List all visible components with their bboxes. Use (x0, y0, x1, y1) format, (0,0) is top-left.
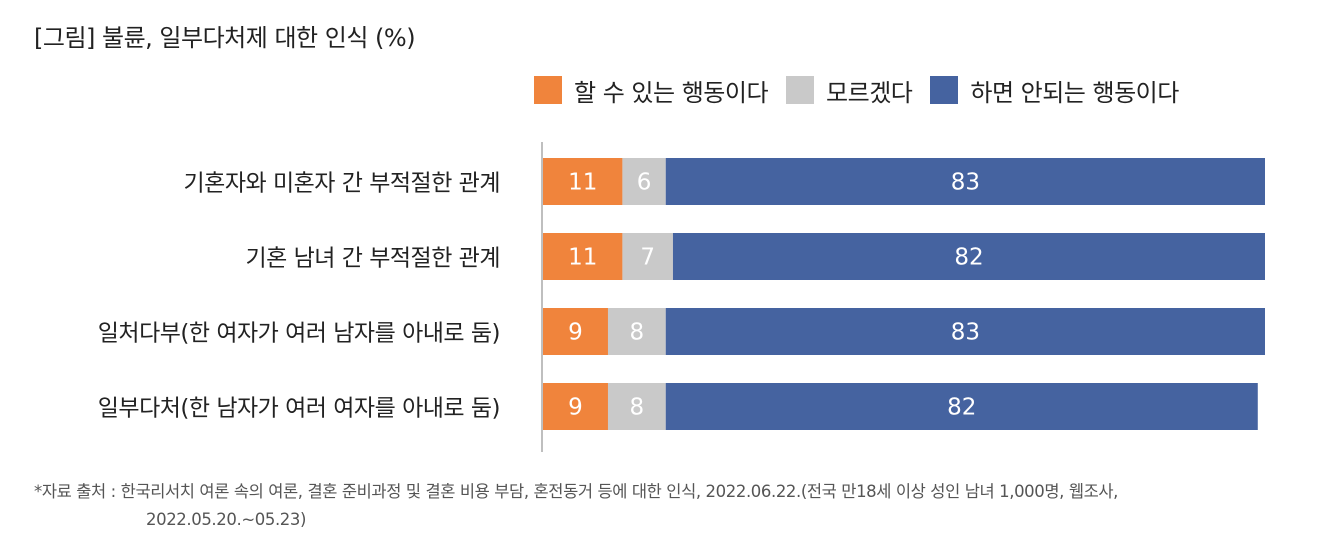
data-label: 9 (568, 395, 583, 421)
data-label: 6 (637, 170, 652, 196)
bar-segment (607, 383, 666, 430)
data-label: 8 (630, 395, 645, 421)
source-note: *자료 출처 : 한국리서치 여론 속의 여론, 결혼 준비과정 및 결혼 비용… (34, 478, 1118, 534)
data-label: 9 (568, 320, 583, 346)
category-label: 일부다처(한 남자가 여러 여자를 아내로 둠) (98, 396, 500, 422)
legend: 할 수 있는 행동이다 모르겠다 하면 안되는 행동이다 (534, 70, 1197, 110)
bar-segment (672, 233, 1265, 280)
source-line-1: *자료 출처 : 한국리서치 여론 속의 여론, 결혼 준비과정 및 결혼 비용… (34, 482, 1119, 501)
legend-label-unknown: 모르겠다 (826, 78, 913, 107)
category-label: 기혼자와 미혼자 간 부적절한 관계 (184, 171, 500, 197)
data-label: 83 (951, 320, 980, 346)
source-line-2: 2022.05.20.~05.23) (146, 510, 307, 529)
bar-segment (665, 383, 1258, 430)
chart-title: [그림] 불륜, 일부다처제 대한 인식 (%) (34, 24, 416, 52)
data-label: 82 (954, 245, 983, 271)
bar-segment (543, 383, 608, 430)
bar-segment (622, 233, 673, 280)
bar-segment (607, 308, 666, 355)
legend-swatch-unknown (786, 76, 815, 104)
data-label: 7 (640, 245, 655, 271)
bar-segment (543, 158, 623, 205)
data-label: 82 (947, 395, 976, 421)
bar-segment (543, 308, 608, 355)
data-label: 83 (951, 170, 980, 196)
legend-swatch-not-allowed (930, 76, 959, 104)
bar-segment (665, 158, 1265, 205)
bar-segment (543, 233, 623, 280)
legend-label-possible: 할 수 있는 행동이다 (574, 78, 769, 107)
category-label: 기혼 남녀 간 부적절한 관계 (245, 246, 500, 272)
legend-item-unknown: 모르겠다 (786, 73, 913, 108)
legend-swatch-possible (534, 76, 562, 104)
legend-item-not-allowed: 하면 안되는 행동이다 (930, 73, 1179, 108)
data-label: 11 (568, 170, 597, 196)
bar-segment (622, 158, 666, 205)
bar-segment (665, 308, 1265, 355)
legend-item-possible: 할 수 있는 행동이다 (534, 73, 769, 108)
legend-label-not-allowed: 하면 안되는 행동이다 (970, 78, 1179, 107)
data-label: 8 (630, 320, 645, 346)
stacked-bar-chart: 기혼자와 미혼자 간 부적절한 관계 11 6 83 기혼 남녀 간 부적절한 관계 11… (98, 142, 1265, 452)
category-label: 일처다부(한 여자가 여러 남자를 아내로 둠) (98, 321, 500, 347)
data-label: 11 (568, 245, 597, 271)
